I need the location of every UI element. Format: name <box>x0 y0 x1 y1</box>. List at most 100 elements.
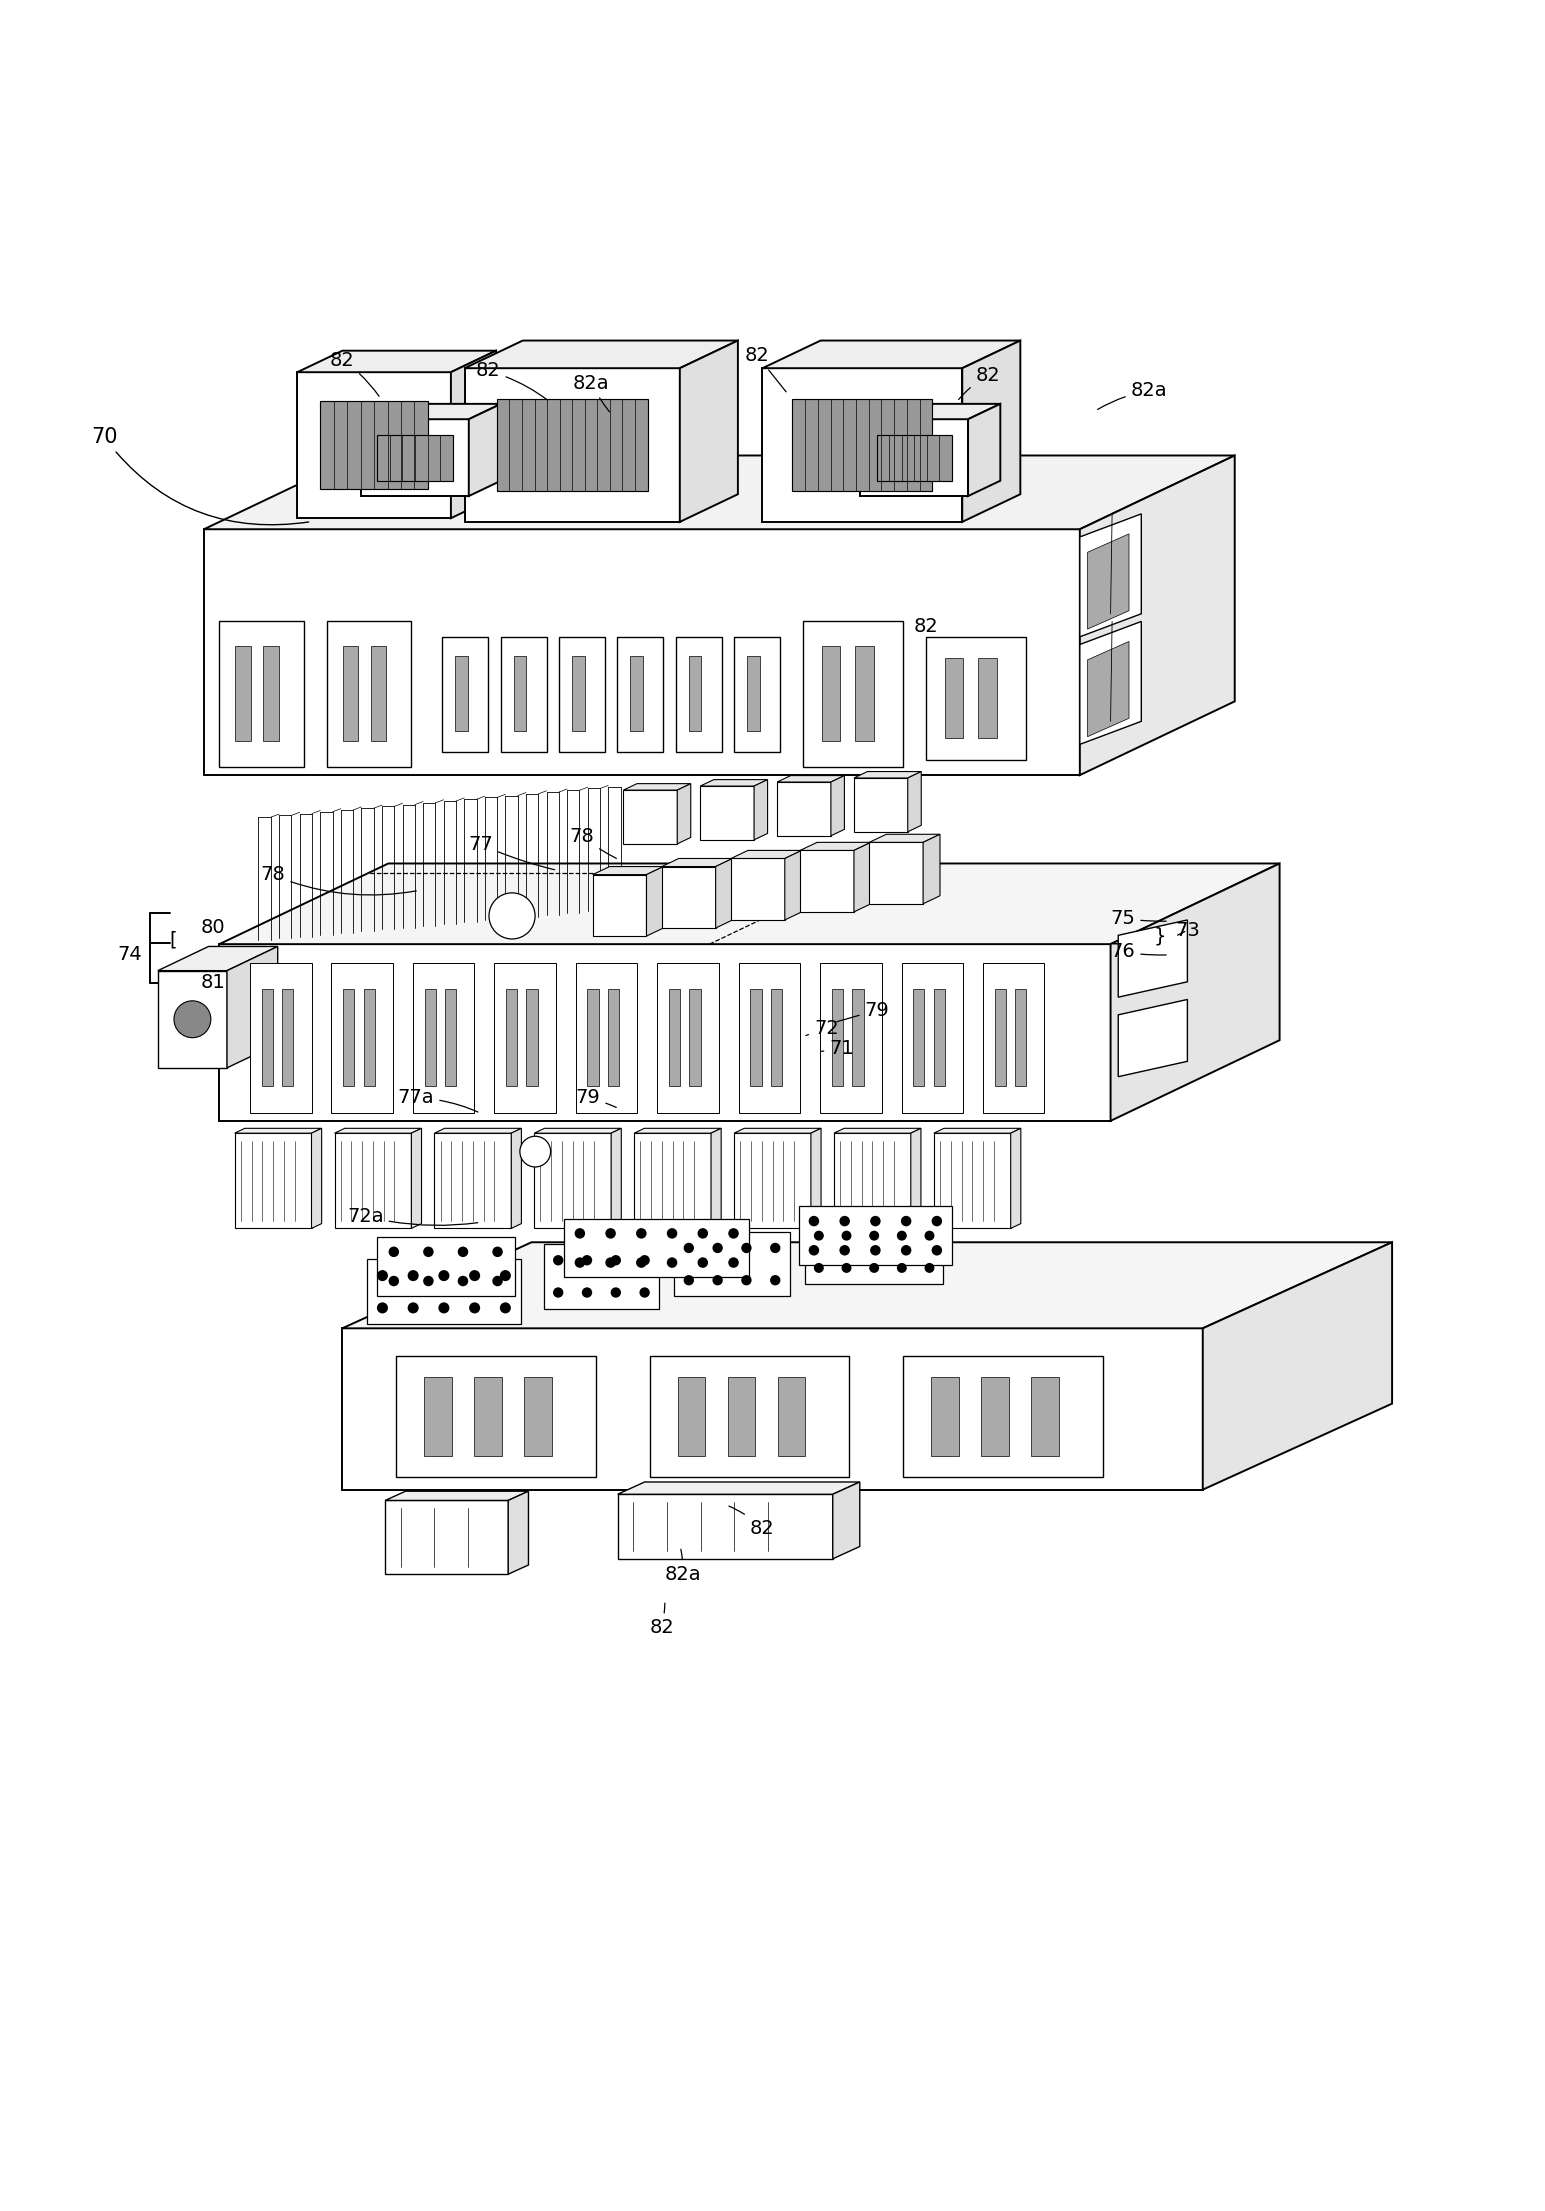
Circle shape <box>712 1243 723 1254</box>
Polygon shape <box>535 1128 621 1134</box>
Circle shape <box>439 1269 450 1280</box>
Polygon shape <box>913 988 924 1086</box>
Polygon shape <box>593 876 646 935</box>
Polygon shape <box>981 1377 1009 1455</box>
Circle shape <box>423 1276 434 1287</box>
Text: 82: 82 <box>476 360 547 400</box>
Circle shape <box>742 1243 751 1254</box>
Circle shape <box>839 1216 850 1227</box>
Polygon shape <box>396 1355 596 1477</box>
Polygon shape <box>385 1501 508 1574</box>
Polygon shape <box>630 657 643 732</box>
Text: 79: 79 <box>837 1002 890 1021</box>
Polygon shape <box>748 657 760 732</box>
Text: 82a: 82a <box>573 374 609 411</box>
Polygon shape <box>1080 455 1234 776</box>
Circle shape <box>870 1245 881 1256</box>
Polygon shape <box>297 371 451 517</box>
Polygon shape <box>618 1481 859 1495</box>
Circle shape <box>175 1002 210 1037</box>
Circle shape <box>610 1256 621 1265</box>
Polygon shape <box>1088 533 1129 630</box>
Polygon shape <box>669 988 680 1086</box>
Circle shape <box>870 1216 881 1227</box>
Polygon shape <box>465 369 680 522</box>
Polygon shape <box>969 405 1000 495</box>
Polygon shape <box>680 340 739 522</box>
Circle shape <box>769 1243 780 1254</box>
Circle shape <box>457 1276 468 1287</box>
Circle shape <box>697 1258 708 1267</box>
Polygon shape <box>870 842 922 904</box>
Polygon shape <box>739 964 800 1112</box>
Polygon shape <box>870 834 939 842</box>
Polygon shape <box>1111 865 1279 1121</box>
Polygon shape <box>811 1128 820 1229</box>
Polygon shape <box>607 988 620 1086</box>
Text: 78: 78 <box>261 865 416 895</box>
Text: 72: 72 <box>806 1019 839 1039</box>
Circle shape <box>712 1276 723 1285</box>
Circle shape <box>896 1232 907 1240</box>
Polygon shape <box>204 528 1080 776</box>
Polygon shape <box>434 1128 521 1134</box>
Circle shape <box>582 1256 592 1265</box>
Text: 82: 82 <box>331 352 379 396</box>
Polygon shape <box>803 621 904 767</box>
Circle shape <box>839 1245 850 1256</box>
Polygon shape <box>468 405 501 495</box>
Polygon shape <box>564 1218 749 1278</box>
Text: 70: 70 <box>91 427 309 524</box>
Polygon shape <box>335 1134 411 1229</box>
Circle shape <box>457 1247 468 1258</box>
Polygon shape <box>1080 513 1142 637</box>
Circle shape <box>932 1245 942 1256</box>
Circle shape <box>470 1269 480 1280</box>
Polygon shape <box>497 398 647 491</box>
Polygon shape <box>777 776 845 783</box>
Polygon shape <box>328 621 411 767</box>
Polygon shape <box>465 340 739 369</box>
Circle shape <box>896 1262 907 1274</box>
Polygon shape <box>362 420 468 495</box>
Text: [: [ <box>170 931 178 949</box>
Polygon shape <box>511 1128 521 1229</box>
Circle shape <box>439 1302 450 1313</box>
Polygon shape <box>1015 988 1026 1086</box>
Polygon shape <box>593 867 663 876</box>
Text: 75: 75 <box>1111 909 1166 929</box>
Polygon shape <box>751 988 762 1086</box>
Polygon shape <box>1119 920 1188 997</box>
Circle shape <box>553 1256 564 1265</box>
Circle shape <box>640 1256 650 1265</box>
Polygon shape <box>822 646 840 741</box>
Polygon shape <box>587 988 598 1086</box>
Text: 71: 71 <box>822 1039 854 1059</box>
Polygon shape <box>715 858 732 929</box>
Polygon shape <box>799 1207 952 1265</box>
Polygon shape <box>925 637 1026 761</box>
Text: 82a: 82a <box>664 1550 701 1583</box>
Circle shape <box>493 1276 502 1287</box>
Polygon shape <box>734 1134 811 1229</box>
Polygon shape <box>856 646 874 741</box>
Polygon shape <box>820 964 882 1112</box>
Polygon shape <box>576 964 637 1112</box>
Polygon shape <box>235 646 250 741</box>
Polygon shape <box>524 1377 552 1455</box>
Polygon shape <box>677 783 691 845</box>
Polygon shape <box>362 405 501 420</box>
Circle shape <box>493 1247 502 1258</box>
Circle shape <box>683 1243 694 1254</box>
Polygon shape <box>264 646 280 741</box>
Polygon shape <box>456 657 468 732</box>
Text: 77: 77 <box>468 836 555 869</box>
Polygon shape <box>675 637 722 752</box>
Polygon shape <box>831 988 844 1086</box>
Polygon shape <box>235 1128 321 1134</box>
Circle shape <box>575 1258 586 1267</box>
Polygon shape <box>633 1134 711 1229</box>
Polygon shape <box>1010 1128 1021 1229</box>
Polygon shape <box>368 1260 521 1324</box>
Polygon shape <box>805 1220 944 1285</box>
